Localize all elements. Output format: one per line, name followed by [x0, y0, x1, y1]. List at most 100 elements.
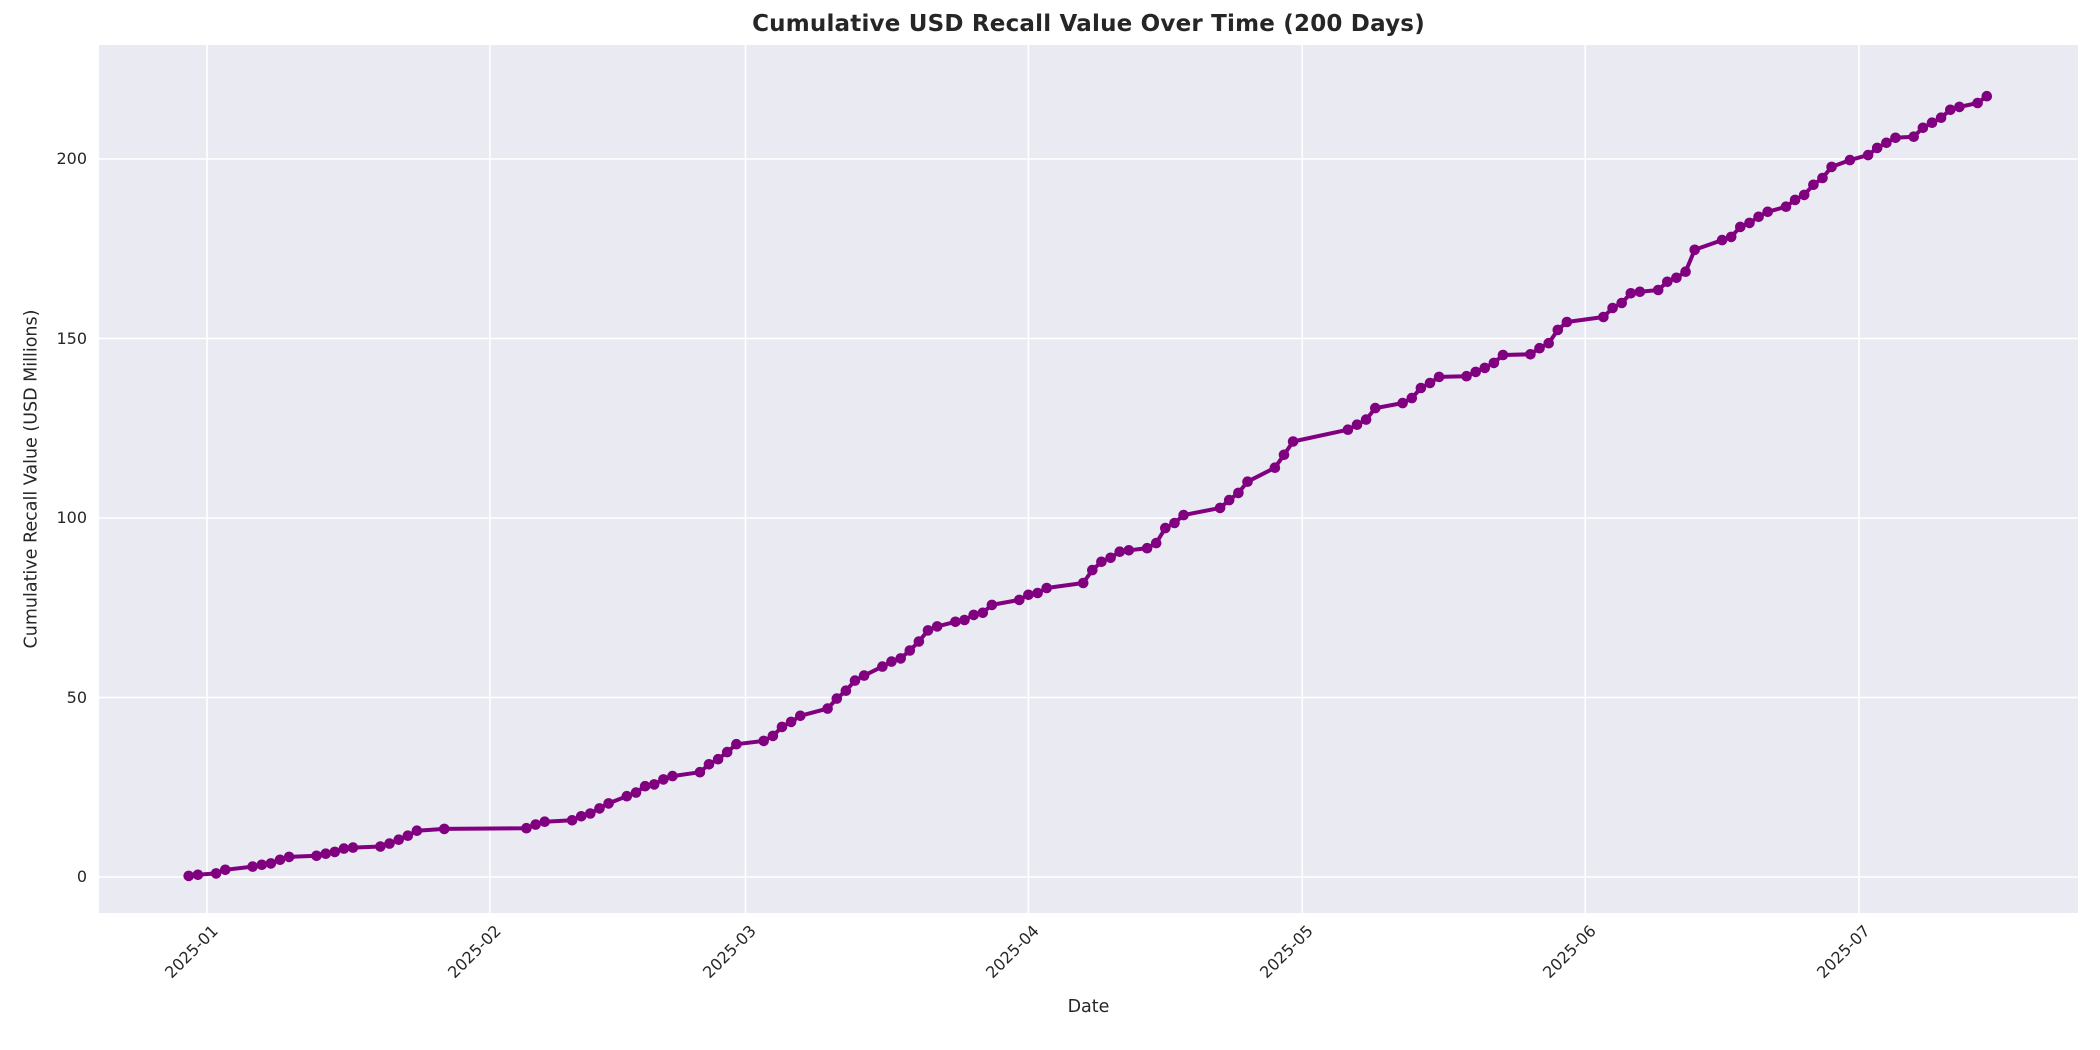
y-tick-label: 0 [76, 867, 87, 886]
data-point-marker [1077, 577, 1089, 589]
data-point-marker [183, 870, 194, 882]
data-point-marker [758, 735, 769, 747]
data-point-marker [1433, 371, 1445, 383]
data-point-marker [1424, 377, 1436, 389]
data-point-marker [1488, 357, 1500, 369]
data-point-marker [1278, 449, 1290, 461]
data-point-marker [1972, 97, 1983, 109]
data-point-marker [1625, 288, 1637, 299]
data-point-marker [1105, 552, 1116, 564]
data-point-marker [785, 716, 797, 728]
data-point-marker [1662, 276, 1673, 288]
data-point-marker [1671, 272, 1682, 284]
data-point-marker [950, 616, 961, 628]
data-point-marker [329, 846, 341, 858]
data-point-marker [384, 838, 395, 849]
data-point-marker [858, 670, 870, 681]
data-point-marker [1160, 522, 1171, 534]
data-point-marker [913, 636, 925, 647]
data-point-marker [648, 779, 660, 790]
data-point-marker [731, 738, 742, 750]
data-point-marker [530, 819, 541, 830]
data-point-marker [1023, 589, 1034, 601]
data-point-marker [886, 656, 897, 667]
data-point-marker [521, 822, 532, 834]
y-tick-label: 150 [56, 329, 87, 348]
data-point-marker [1552, 324, 1564, 336]
data-point-marker [1926, 117, 1938, 128]
y-tick-label: 200 [56, 149, 87, 168]
data-point-marker [1616, 297, 1627, 309]
data-point-marker [895, 653, 906, 664]
data-point-marker [977, 607, 989, 619]
data-point-marker [1087, 564, 1098, 576]
x-axis-label: Date [1067, 997, 1110, 1017]
data-point-marker [712, 753, 724, 765]
data-point-marker [1780, 201, 1792, 212]
data-point-marker [256, 859, 268, 871]
data-point-marker [1397, 397, 1408, 409]
data-point-marker [1954, 101, 1965, 113]
data-point-marker [849, 675, 861, 686]
data-point-marker [539, 816, 550, 827]
data-point-marker [1789, 194, 1801, 206]
y-tick-label: 50 [66, 688, 87, 707]
data-point-marker [959, 614, 970, 626]
data-point-marker [1598, 311, 1609, 323]
data-point-marker [1945, 104, 1956, 116]
data-point-marker [1470, 366, 1481, 378]
data-point-marker [1725, 231, 1737, 243]
data-point-marker [694, 766, 706, 778]
data-point-marker [1178, 509, 1189, 521]
data-point-marker [402, 830, 414, 841]
data-point-marker [1981, 90, 1993, 102]
data-point-marker [1406, 392, 1418, 404]
data-point-marker [1014, 594, 1025, 606]
data-point-marker [1123, 545, 1135, 556]
data-point-marker [904, 645, 916, 656]
data-point-marker [320, 848, 332, 859]
chart-title: Cumulative USD Recall Value Over Time (2… [752, 11, 1425, 37]
data-point-marker [1114, 546, 1125, 557]
data-point-marker [1634, 286, 1646, 298]
data-point-marker [1534, 342, 1545, 354]
data-point-marker [1862, 149, 1874, 161]
data-point-marker [585, 808, 596, 819]
data-point-marker [1497, 349, 1509, 361]
data-point-marker [1607, 302, 1618, 314]
data-point-marker [621, 790, 633, 802]
data-point-marker [1908, 131, 1919, 142]
data-point-marker [265, 858, 277, 869]
data-point-marker [1525, 349, 1536, 360]
data-point-marker [1844, 154, 1856, 166]
data-point-marker [1223, 494, 1235, 506]
data-point-marker [840, 685, 852, 696]
data-point-marker [1479, 362, 1491, 374]
data-point-marker [1543, 337, 1554, 349]
data-point-marker [1826, 161, 1837, 173]
data-point-marker [703, 759, 715, 770]
data-point-marker [1141, 542, 1153, 554]
data-point-marker [1032, 587, 1043, 599]
data-point-marker [274, 854, 286, 866]
data-point-marker [1881, 137, 1892, 149]
data-point-marker [1169, 517, 1180, 529]
data-point-marker [1269, 462, 1281, 474]
data-point-marker [247, 861, 258, 872]
data-point-marker [667, 770, 678, 782]
data-point-marker [1370, 402, 1381, 414]
data-point-marker [968, 609, 979, 621]
data-point-marker [1351, 419, 1363, 431]
data-point-marker [566, 815, 578, 826]
data-point-marker [822, 703, 833, 714]
data-point-marker [721, 746, 733, 758]
data-point-marker [831, 693, 843, 704]
data-point-marker [1753, 211, 1764, 223]
data-point-marker [639, 780, 651, 792]
data-point-marker [1798, 189, 1810, 201]
data-point-marker [393, 834, 405, 845]
data-point-marker [1735, 221, 1746, 233]
data-point-marker [931, 621, 943, 632]
data-point-marker [922, 625, 934, 636]
